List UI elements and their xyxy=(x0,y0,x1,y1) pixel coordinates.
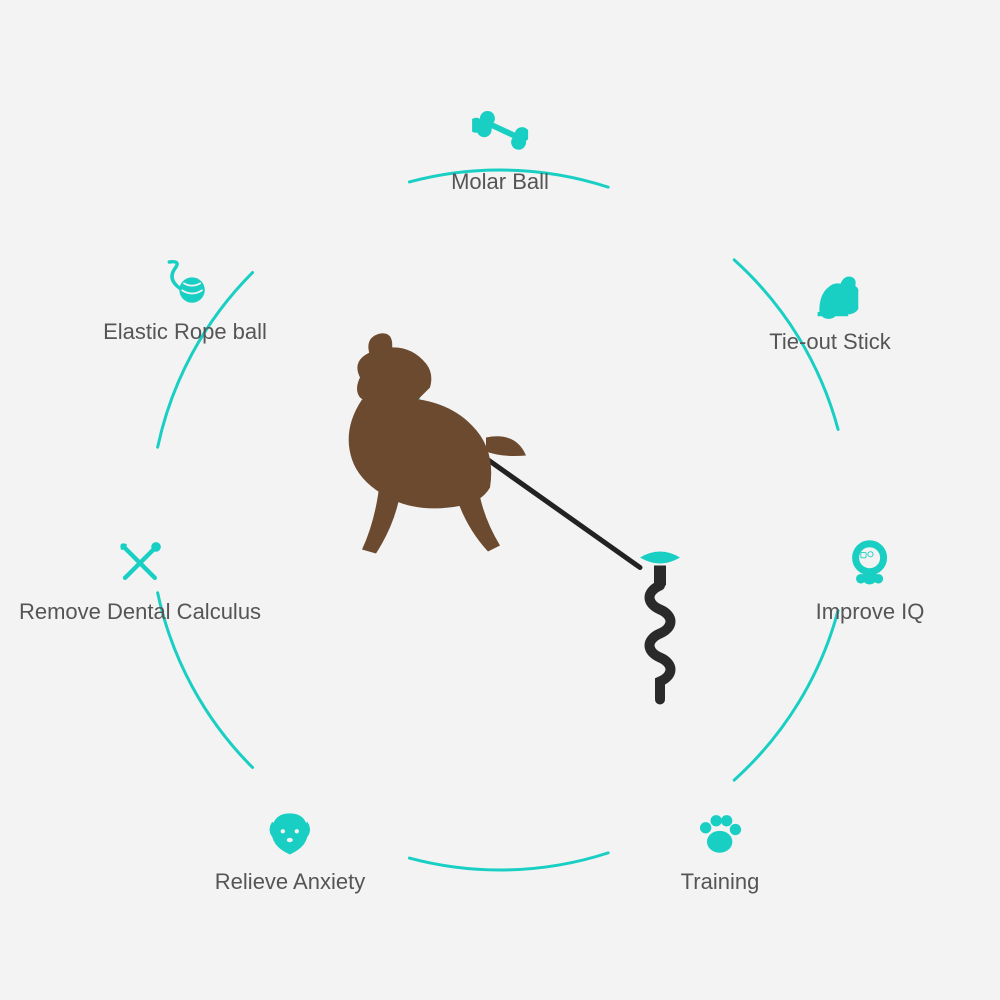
feature-tie_out_stick: Tie-out Stick xyxy=(769,265,890,355)
paw-icon xyxy=(692,805,748,861)
feature-label: Improve IQ xyxy=(816,599,925,625)
feature-label: Molar Ball xyxy=(451,169,549,195)
feature-remove_dental: Remove Dental Calculus xyxy=(19,535,261,625)
feature-label: Remove Dental Calculus xyxy=(19,599,261,625)
feature-improve_iq: Improve IQ xyxy=(816,535,925,625)
product-scene-svg xyxy=(240,308,760,728)
dental-tools-icon xyxy=(112,535,168,591)
feature-elastic_rope: Elastic Rope ball xyxy=(103,255,267,345)
feature-label: Relieve Anxiety xyxy=(215,869,365,895)
feature-label: Elastic Rope ball xyxy=(103,319,267,345)
dog-sit-icon xyxy=(802,265,858,321)
feature-relieve_anxiety: Relieve Anxiety xyxy=(215,805,365,895)
infographic-stage: Molar Ball Tie-out Stick Improve IQ Trainin… xyxy=(0,0,1000,1000)
feature-training: Training xyxy=(681,805,760,895)
feature-molar_ball: Molar Ball xyxy=(451,105,549,195)
dog-face-icon xyxy=(262,805,318,861)
bone-icon xyxy=(472,105,528,161)
yarn-icon xyxy=(157,255,213,311)
collar-icon xyxy=(842,535,898,591)
product-scene xyxy=(240,308,760,733)
feature-label: Tie-out Stick xyxy=(769,329,890,355)
feature-label: Training xyxy=(681,869,760,895)
